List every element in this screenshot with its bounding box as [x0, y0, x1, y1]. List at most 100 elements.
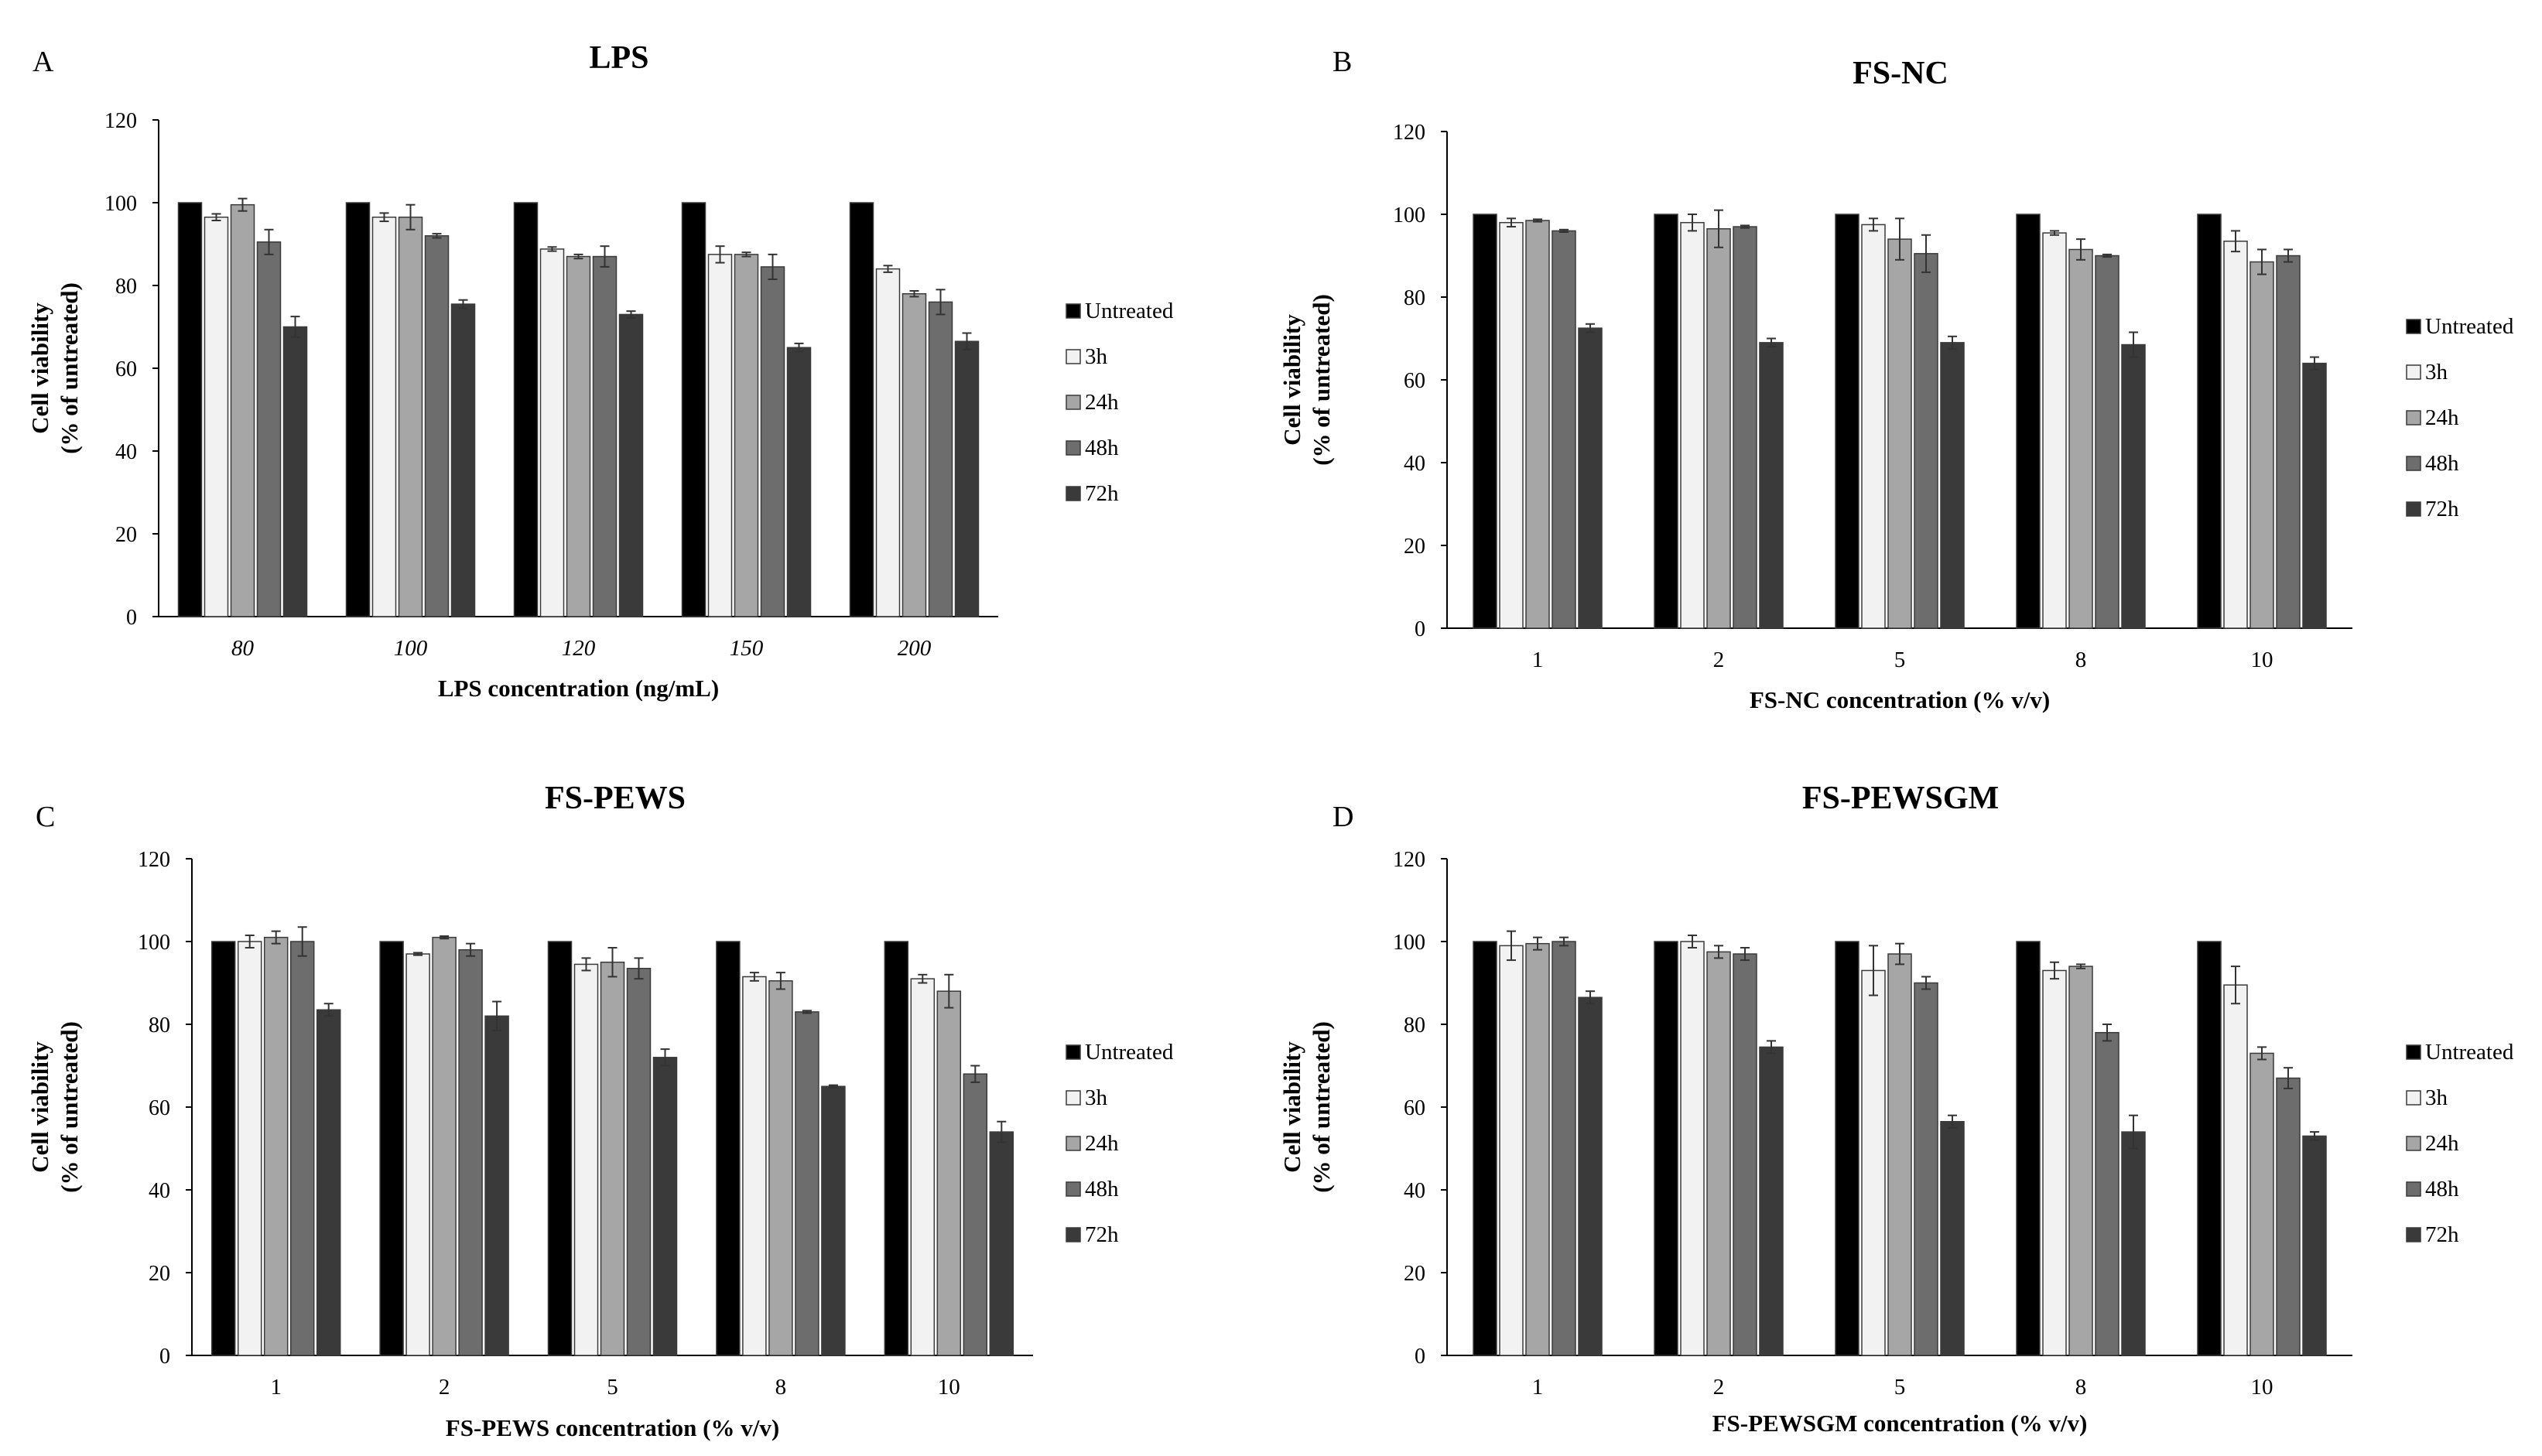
legend-label-72h: 72h — [1085, 481, 1119, 506]
y-axis-label: Cell viability(% of untreated) — [1278, 1021, 1335, 1193]
legend-swatch-untreated — [1066, 1044, 1081, 1060]
bar-untreated-80 — [177, 202, 203, 617]
chart-panel-c: C FS-PEWS 0 20 40 60 80 100 120 Cell viability(% … — [26, 781, 1174, 1441]
bar-untreated-8 — [716, 941, 741, 1356]
bar-untreated-100 — [345, 202, 371, 617]
bar-3h-10 — [910, 978, 936, 1356]
bar-72h-8 — [821, 1085, 846, 1356]
x-tick-label: 8 — [2075, 1375, 2087, 1400]
legend-label-72h: 72h — [1085, 1222, 1119, 1247]
y-axis-label-line1: Cell viability — [1278, 314, 1305, 446]
bar-24h-10 — [2249, 1052, 2274, 1356]
y-tick-label: 120 — [1393, 121, 1425, 145]
bar-3h-80 — [204, 216, 229, 617]
bar-3h-5 — [1861, 969, 1886, 1356]
bar-24h-2 — [432, 936, 457, 1356]
bar-48h-2 — [1733, 226, 1757, 629]
panel-letter: A — [33, 46, 54, 78]
y-tick-label: 80 — [115, 275, 137, 299]
chart-panel-d: D FS-PEWSGM 0 20 40 60 80 100 120 Cell viability(… — [1278, 781, 2514, 1437]
y-axis-label-line2: (% of untreated) — [56, 282, 83, 454]
bar-untreated-120 — [513, 202, 539, 617]
bar-72h-5 — [652, 1057, 678, 1356]
x-tick-label: 200 — [898, 636, 932, 661]
bar-untreated-8 — [2016, 214, 2041, 629]
x-axis-label: LPS concentration (ng/mL) — [438, 675, 719, 702]
legend-swatch-24h — [1066, 1136, 1081, 1151]
bar-24h-1 — [1525, 942, 1550, 1356]
legend-swatch-3h — [1066, 349, 1081, 364]
bar-3h-1 — [1499, 945, 1524, 1356]
legend-swatch-3h — [2406, 364, 2421, 380]
bar-48h-2 — [458, 948, 483, 1356]
panel-letter: B — [1333, 46, 1352, 78]
bar-72h-5 — [1940, 1120, 1965, 1356]
x-tick-label: 10 — [938, 1375, 960, 1400]
legend-swatch-untreated — [1066, 303, 1081, 319]
bar-24h-120 — [566, 255, 591, 617]
legend-label-48h: 48h — [1085, 436, 1119, 460]
y-tick-label: 20 — [149, 1262, 170, 1286]
panel-letter: D — [1333, 801, 1353, 833]
x-tick-label: 120 — [562, 636, 596, 661]
bar-72h-2 — [484, 1015, 509, 1356]
y-tick-label: 100 — [1393, 203, 1425, 227]
x-tick-label: 80 — [231, 636, 255, 661]
y-tick-label: 80 — [1404, 1013, 1425, 1037]
y-tick-label: 20 — [1404, 1262, 1425, 1286]
bar-24h-5 — [1887, 953, 1912, 1356]
y-tick-label: 100 — [1393, 931, 1425, 955]
x-tick-label: 2 — [439, 1375, 450, 1400]
chart-title: FS-PEWS — [545, 781, 686, 816]
bar-untreated-1 — [1473, 941, 1497, 1356]
bar-3h-10 — [2223, 984, 2248, 1356]
bar-72h-200 — [954, 340, 980, 617]
bar-3h-5 — [1861, 224, 1886, 629]
bar-72h-8 — [2121, 1131, 2146, 1356]
legend-label-untreated: Untreated — [1085, 299, 1174, 323]
bar-72h-10 — [2302, 362, 2327, 629]
bar-untreated-150 — [681, 202, 706, 617]
y-tick-label: 60 — [149, 1096, 170, 1120]
legend-swatch-3h — [2406, 1090, 2421, 1106]
y-tick-label: 0 — [1415, 1345, 1425, 1369]
chart-panel-a: A LPS 0 20 40 60 80 100 120 Cell viability(% of u… — [26, 40, 1174, 702]
bar-72h-100 — [450, 303, 476, 617]
x-tick-label: 8 — [2075, 648, 2087, 672]
bar-3h-1 — [237, 941, 262, 1356]
bar-72h-80 — [282, 326, 308, 617]
bar-24h-8 — [768, 980, 793, 1356]
y-axis-label-line2: (% of untreated) — [1308, 294, 1335, 466]
bar-48h-120 — [592, 255, 618, 617]
bar-3h-8 — [2042, 969, 2067, 1356]
x-tick-label: 150 — [730, 636, 764, 661]
x-tick-label: 1 — [270, 1375, 282, 1400]
y-tick-label: 120 — [138, 848, 170, 872]
bar-untreated-10 — [884, 941, 909, 1356]
bar-24h-5 — [1887, 238, 1912, 629]
legend-swatch-48h — [1066, 440, 1081, 456]
x-axis-label: FS-PEWS concentration (% v/v) — [446, 1414, 779, 1441]
bar-48h-1 — [289, 941, 315, 1356]
bar-48h-5 — [1914, 982, 1938, 1356]
bar-72h-10 — [989, 1131, 1014, 1356]
bar-untreated-10 — [2197, 214, 2222, 629]
legend-swatch-24h — [2406, 410, 2421, 426]
y-tick-label: 40 — [115, 440, 137, 464]
y-tick-label: 100 — [138, 931, 170, 955]
chart-title: LPS — [589, 40, 648, 76]
legend-swatch-48h — [1066, 1181, 1081, 1197]
y-axis-label: Cell viability(% of untreated) — [26, 282, 83, 454]
bar-24h-150 — [734, 254, 759, 617]
bar-24h-200 — [902, 292, 927, 617]
bar-3h-150 — [707, 254, 733, 617]
legend-label-24h: 24h — [2425, 405, 2459, 430]
bar-3h-8 — [742, 976, 767, 1356]
y-tick-label: 0 — [126, 606, 137, 630]
chart-panel-b: B FS-NC 0 20 40 60 80 100 120 Cell viability(% of… — [1278, 46, 2514, 713]
y-axis-label: Cell viability(% of untreated) — [1278, 294, 1335, 466]
legend-label-72h: 72h — [2425, 497, 2459, 521]
y-axis-label-line1: Cell viability — [1278, 1041, 1305, 1173]
bar-3h-8 — [2042, 232, 2067, 629]
bar-72h-1 — [316, 1009, 341, 1356]
